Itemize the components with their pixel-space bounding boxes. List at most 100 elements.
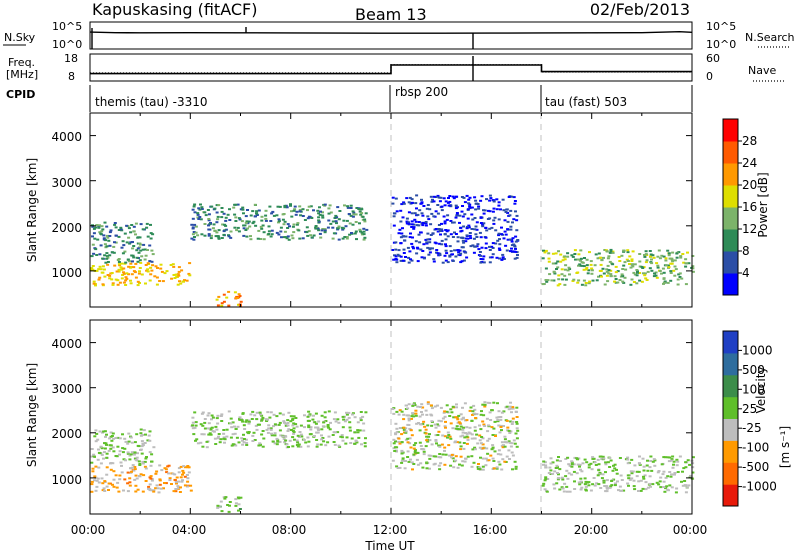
heatmap-cell — [146, 262, 150, 265]
heatmap-cell — [402, 252, 406, 254]
heatmap-cell — [515, 445, 519, 448]
heatmap-cell — [138, 236, 142, 239]
heatmap-cell — [246, 222, 250, 225]
heatmap-cell — [410, 198, 414, 201]
heatmap-cell — [585, 461, 589, 464]
heatmap-cell — [644, 261, 648, 264]
heatmap-cell — [650, 262, 654, 265]
heatmap-cell — [247, 432, 251, 435]
heatmap-cell — [251, 434, 255, 437]
heatmap-cell — [260, 227, 264, 230]
heatmap-cell — [638, 455, 641, 458]
heatmap-cell — [428, 241, 432, 244]
heatmap-cell — [658, 270, 662, 272]
heatmap-cell — [465, 442, 469, 445]
heatmap-cell — [424, 222, 428, 225]
heatmap-cell — [227, 510, 231, 513]
heatmap-cell — [103, 243, 107, 246]
heatmap-cell — [651, 460, 655, 463]
heatmap-cell — [567, 266, 571, 269]
heatmap-cell — [636, 270, 639, 273]
heatmap-cell — [285, 237, 289, 240]
heatmap-cell — [363, 442, 367, 445]
heatmap-cell — [97, 268, 101, 271]
heatmap-cell — [178, 280, 181, 283]
heatmap-cell — [185, 485, 189, 488]
heatmap-cell — [199, 441, 203, 444]
velocity-plot-area — [90, 320, 692, 514]
heatmap-cell — [510, 451, 514, 454]
heatmap-cell — [650, 258, 653, 261]
heatmap-cell — [415, 458, 419, 461]
heatmap-cell — [547, 257, 551, 260]
heatmap-cell — [475, 228, 479, 231]
heatmap-cell — [120, 268, 124, 270]
heatmap-cell — [465, 426, 469, 429]
heatmap-cell — [124, 440, 128, 443]
heatmap-cell — [609, 250, 613, 253]
heatmap-cell — [183, 475, 187, 478]
power-ytick-marks — [90, 135, 692, 272]
heatmap-cell — [499, 426, 503, 428]
heatmap-cell — [101, 489, 105, 492]
heatmap-cell — [416, 463, 420, 466]
heatmap-cell — [245, 220, 249, 223]
heatmap-cell — [127, 236, 131, 239]
heatmap-cell — [139, 249, 143, 252]
heatmap-cell — [488, 245, 491, 248]
heatmap-cell — [424, 224, 428, 227]
heatmap-cell — [577, 253, 581, 256]
heatmap-cell — [240, 437, 244, 440]
heatmap-cell — [399, 209, 403, 212]
heatmap-cell — [289, 415, 293, 418]
heatmap-cell — [187, 471, 191, 474]
heatmap-cell — [164, 482, 168, 485]
freq-series-line — [90, 64, 692, 75]
heatmap-cell — [443, 435, 447, 438]
heatmap-cell — [631, 265, 635, 268]
heatmap-cell — [162, 487, 165, 490]
heatmap-cell — [555, 482, 559, 485]
heatmap-cell — [99, 462, 103, 465]
heatmap-cell — [613, 463, 617, 466]
heatmap-cell — [314, 426, 318, 429]
heatmap-cell — [132, 256, 136, 259]
heatmap-cell — [642, 475, 645, 478]
heatmap-cell — [643, 254, 646, 256]
heatmap-cell — [646, 270, 650, 273]
heatmap-cell — [462, 196, 466, 199]
heatmap-cell — [119, 228, 123, 231]
heatmap-cell — [457, 251, 461, 254]
noise-left-tick-low: 10^0 — [52, 38, 82, 51]
heatmap-cell — [320, 229, 324, 232]
heatmap-cell — [292, 415, 296, 418]
heatmap-cell — [237, 293, 241, 296]
heatmap-cell — [673, 259, 677, 262]
heatmap-cell — [667, 266, 671, 269]
heatmap-cell — [590, 468, 594, 471]
heatmap-cell — [128, 477, 132, 480]
heatmap-cell — [599, 455, 603, 458]
heatmap-cell — [478, 231, 482, 234]
heatmap-cell — [333, 411, 337, 414]
colorbar-swatch — [723, 352, 738, 376]
heatmap-cell — [466, 217, 470, 220]
heatmap-cell — [486, 209, 490, 212]
heatmap-cell — [123, 437, 127, 440]
heatmap-cell — [605, 486, 609, 489]
heatmap-cell — [507, 429, 511, 432]
heatmap-cell — [129, 231, 133, 234]
heatmap-cell — [407, 419, 411, 422]
heatmap-cell — [193, 223, 197, 226]
heatmap-cell — [126, 490, 130, 493]
colorbar-tick-label: 500 — [742, 363, 765, 377]
heatmap-cell — [230, 426, 234, 429]
heatmap-cell — [430, 414, 434, 417]
heatmap-cell — [626, 456, 630, 459]
heatmap-cell — [168, 479, 172, 481]
heatmap-cell — [605, 250, 609, 253]
heatmap-cell — [94, 248, 98, 251]
heatmap-cell — [332, 232, 336, 235]
heatmap-cell — [215, 231, 219, 234]
heatmap-cell — [124, 279, 128, 282]
